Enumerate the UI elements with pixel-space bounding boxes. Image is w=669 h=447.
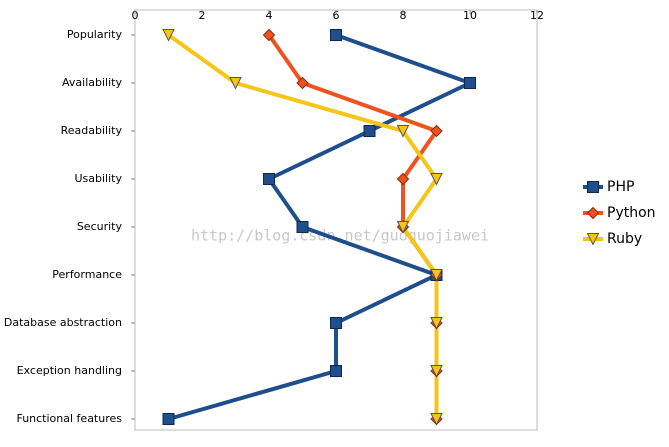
legend-label: Python — [607, 205, 656, 221]
y-tick-label: Usability — [75, 172, 123, 185]
x-tick-label: 10 — [463, 9, 477, 22]
marker — [396, 172, 410, 186]
marker — [330, 317, 342, 329]
marker — [464, 77, 476, 89]
y-tick-label: Exception handling — [17, 364, 122, 377]
legend-label: Ruby — [607, 231, 642, 247]
marker — [296, 221, 309, 233]
x-tick-label: 4 — [266, 9, 273, 22]
marker — [330, 29, 342, 41]
x-tick-label: 6 — [333, 9, 340, 22]
y-tick-label: Readability — [61, 124, 123, 137]
marker — [229, 77, 242, 90]
marker — [396, 125, 410, 138]
x-tick-label: 12 — [530, 9, 544, 22]
x-tick-label: 8 — [400, 9, 407, 22]
marker — [296, 76, 309, 90]
marker — [430, 173, 443, 186]
y-tick-label: Performance — [52, 268, 122, 281]
x-tick-label: 0 — [132, 9, 139, 22]
marker — [587, 181, 599, 193]
marker — [430, 365, 443, 378]
marker — [162, 29, 175, 42]
marker — [430, 124, 443, 138]
marker — [162, 413, 175, 425]
y-tick-label: Security — [77, 220, 123, 233]
marker — [262, 28, 276, 42]
marker — [430, 317, 443, 330]
marker — [430, 413, 443, 426]
y-tick-label: Database abstraction — [4, 316, 122, 329]
y-tick-label: Popularity — [67, 28, 123, 41]
legend-label: PHP — [607, 179, 634, 195]
marker — [586, 233, 600, 246]
marker — [586, 206, 600, 220]
marker — [396, 221, 410, 234]
marker — [363, 125, 376, 137]
marker — [263, 173, 275, 185]
y-tick-label: Availability — [62, 76, 122, 89]
y-tick-label: Functional features — [16, 412, 122, 425]
marker — [430, 269, 443, 282]
x-tick-label: 2 — [199, 9, 206, 22]
marker — [330, 365, 342, 377]
